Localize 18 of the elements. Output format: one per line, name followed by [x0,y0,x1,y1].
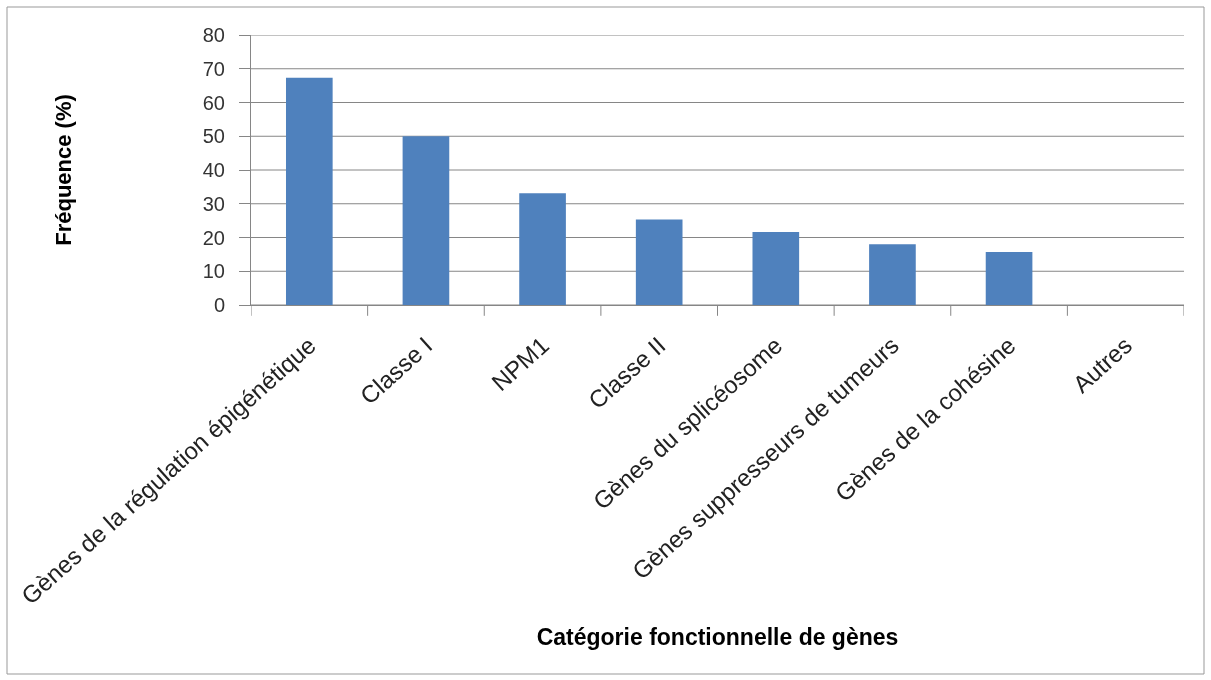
bar [285,77,333,305]
y-tick-label: 30 [202,192,225,215]
x-axis-title: Catégorie fonctionnelle de gènes [536,624,899,651]
y-tick-label: 70 [202,57,225,80]
bar [402,136,450,305]
bar [869,244,916,305]
y-axis-title: Fréquence (%) [50,94,76,246]
bar [519,193,566,305]
bar [752,232,800,305]
y-tick-label: 0 [213,294,225,316]
y-tick-label: 60 [202,91,225,114]
y-tick-label: 20 [202,226,225,249]
y-tick-label: 80 [202,24,225,46]
bar [985,252,1033,305]
y-tick-label: 10 [202,260,225,283]
bar [635,219,683,305]
y-tick-label: 50 [202,125,225,148]
y-tick-label: 40 [202,159,225,181]
